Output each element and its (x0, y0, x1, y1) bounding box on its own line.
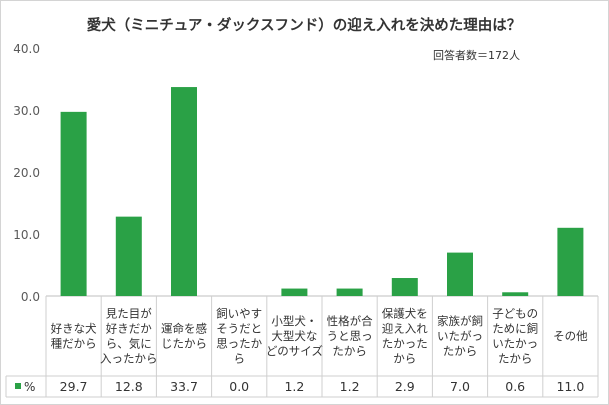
y-tick-label: 40.0 (13, 42, 40, 56)
x-category-label: 見た目が好きだから、気に入ったから (100, 307, 158, 366)
x-category-label-line: そうだと (216, 322, 262, 336)
x-category-label-line: から (393, 352, 416, 366)
data-value-label: 29.7 (60, 379, 88, 394)
x-category-label-line: いたがっ (437, 329, 483, 343)
data-value-label: 0.0 (229, 379, 249, 394)
x-category-label-line: いたかっ (492, 337, 538, 351)
x-category-label-line: 大型犬な (271, 329, 317, 343)
legend-label: % (24, 380, 35, 394)
bar (171, 87, 197, 296)
bar (60, 111, 87, 296)
x-category-label-line: じたから (161, 337, 207, 351)
x-category-label-line: その他 (553, 329, 588, 343)
y-tick-label: 0.0 (21, 290, 40, 304)
x-category-label: 好きな犬種だから (51, 322, 97, 351)
x-category-label-line: 好きな犬 (51, 322, 97, 336)
data-value-label: 7.0 (450, 379, 470, 394)
sample-size-note: 回答者数＝172人 (433, 48, 520, 62)
data-value-label: 0.6 (505, 379, 525, 394)
x-category-label-line: 小型犬・ (271, 314, 317, 328)
x-category-label: その他 (553, 329, 588, 343)
x-category-label: 保護犬を迎え入れたかったから (382, 307, 428, 366)
y-tick-label: 20.0 (13, 166, 40, 180)
x-category-label-line: 思ったか (216, 337, 262, 351)
x-category-label-line: たかった (382, 337, 428, 351)
data-value-label: 2.9 (395, 379, 415, 394)
x-category-label-line: 好きだか (106, 322, 152, 336)
data-value-label: 12.8 (115, 379, 143, 394)
data-value-label: 1.2 (340, 379, 360, 394)
bar (391, 278, 418, 296)
x-category-label-line: 飼いやす (216, 307, 262, 321)
x-category-label: 性格が合うと思ったから (327, 314, 373, 358)
x-category-label-line: 種だから (51, 337, 97, 351)
x-category-label-line: 家族が飼 (437, 314, 483, 328)
x-category-label-line: ら、気に (106, 337, 152, 351)
bar (502, 292, 529, 296)
chart-title: 愛犬（ミニチュア・ダックスフンド）の迎え入れを決めた理由は？ (87, 16, 522, 34)
x-category-label-line: ために飼 (492, 322, 538, 336)
data-value-label: 33.7 (170, 379, 198, 394)
x-category-label-line: 迎え入れ (382, 322, 428, 336)
x-category-label: 子どものために飼いたかったから (492, 307, 538, 366)
bar (557, 227, 584, 296)
data-value-label: 11.0 (556, 379, 584, 394)
x-category-label-line: 保護犬を (382, 307, 428, 321)
y-tick-label: 30.0 (13, 104, 40, 118)
x-category-label: 飼いやすそうだと思ったから (216, 307, 262, 366)
x-category-label-line: 性格が合 (327, 314, 373, 328)
bar (447, 252, 473, 296)
x-category-label-line: たから (332, 344, 367, 358)
x-category-label: 家族が飼いたがったから (437, 314, 483, 358)
legend-swatch (15, 383, 21, 389)
x-category-label-line: 入ったから (100, 352, 158, 366)
x-category-label-line: どのサイズ (266, 344, 323, 358)
data-value-label: 1.2 (284, 379, 304, 394)
bar (281, 288, 308, 296)
x-category-label-line: たから (498, 352, 533, 366)
bar (336, 288, 363, 296)
x-category-label-line: たから (443, 344, 478, 358)
x-category-label-line: 見た目が (106, 307, 152, 321)
x-category-label-line: うと思っ (327, 329, 373, 343)
x-category-label-line: 運命を感 (161, 322, 207, 336)
x-category-label: 運命を感じたから (161, 322, 207, 351)
bar (115, 216, 142, 296)
x-category-label-line: ら (233, 352, 245, 366)
x-category-label-line: 子どもの (492, 307, 538, 321)
y-tick-label: 10.0 (13, 228, 40, 242)
x-category-label: 小型犬・大型犬などのサイズ (266, 314, 323, 358)
